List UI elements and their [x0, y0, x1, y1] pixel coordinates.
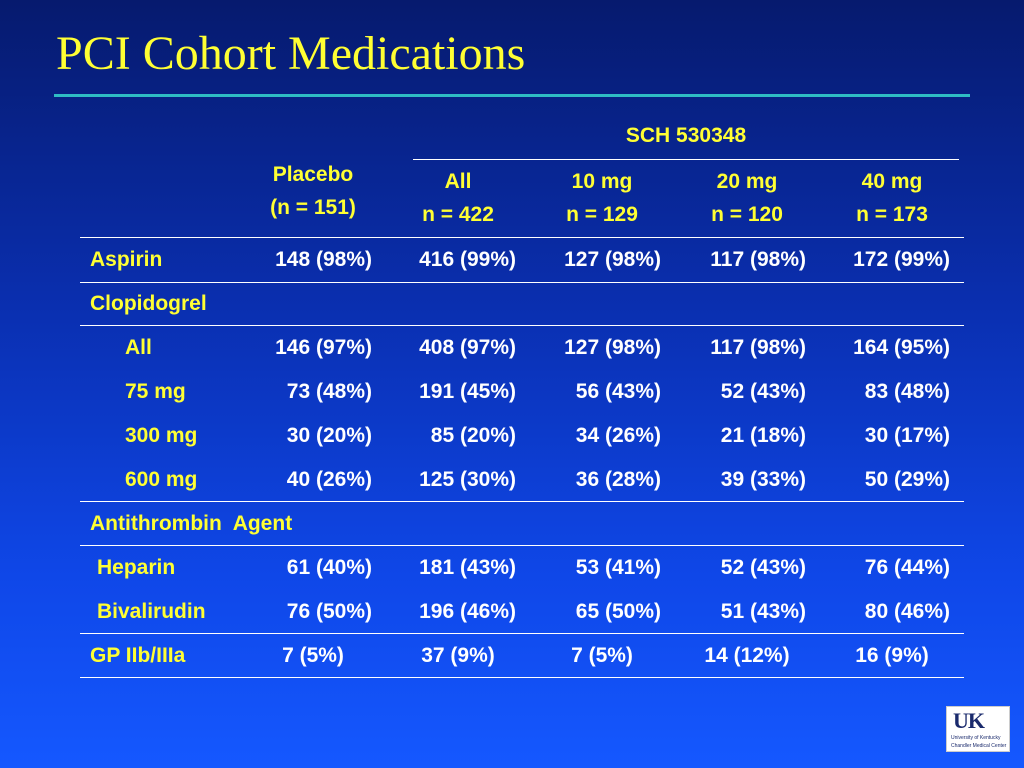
table-cell: 191 (45%)	[419, 380, 516, 403]
title-underline	[54, 94, 970, 97]
table-cell: 52 (43%)	[720, 556, 806, 579]
logo-line2: Chandler Medical Center	[951, 743, 1007, 749]
table-cell: 65 (50%)	[575, 600, 661, 623]
row-divider	[80, 633, 964, 634]
table-cell: 52 (43%)	[720, 380, 806, 403]
row-divider	[80, 325, 964, 326]
row-label: Aspirin	[90, 248, 163, 271]
table-cell: 40 (26%)	[286, 468, 372, 491]
table-cell: 30 (17%)	[864, 424, 950, 447]
row-divider	[80, 282, 964, 283]
table-cell: 76 (50%)	[286, 600, 372, 623]
table-cell: 34 (26%)	[575, 424, 661, 447]
table-bottom-rule	[80, 677, 964, 678]
row-label: Bivalirudin	[97, 600, 206, 623]
table-cell: 416 (99%)	[419, 248, 516, 271]
table-cell: 172 (99%)	[853, 248, 950, 271]
table-cell: 53 (41%)	[575, 556, 661, 579]
table-cell: 83 (48%)	[864, 380, 950, 403]
table-cell: 148 (98%)	[275, 248, 372, 271]
row-label: Heparin	[97, 556, 176, 579]
row-divider	[80, 545, 964, 546]
table-cell: 7 (5%)	[571, 644, 633, 667]
table-cell: 76 (44%)	[864, 556, 950, 579]
table-cell: 408 (97%)	[419, 336, 516, 359]
table-cell: 146 (97%)	[275, 336, 372, 359]
table-cell: 56 (43%)	[575, 380, 661, 403]
column-header-line1: 10 mg	[571, 170, 633, 193]
table-cell: 127 (98%)	[564, 336, 661, 359]
table-cell: 196 (46%)	[419, 600, 516, 623]
table-cell: 50 (29%)	[864, 468, 950, 491]
column-header-line2: n = 422	[422, 203, 494, 226]
logo-line1: University of Kentucky	[951, 735, 1001, 741]
table-cell: 21 (18%)	[720, 424, 806, 447]
table-cell: 37 (9%)	[421, 644, 495, 667]
table-cell: 7 (5%)	[282, 644, 344, 667]
column-header-line1: 40 mg	[861, 170, 923, 193]
table-cell: 127 (98%)	[564, 248, 661, 271]
table-cell: 117 (98%)	[710, 336, 806, 359]
table-cell: 125 (30%)	[419, 468, 516, 491]
sch-group-header: SCH 530348	[625, 124, 747, 147]
table-cell: 61 (40%)	[286, 556, 372, 579]
table-cell: 73 (48%)	[286, 380, 372, 403]
table-cell: 181 (43%)	[419, 556, 516, 579]
column-header-line1: 20 mg	[716, 170, 778, 193]
column-header-line2: (n = 151)	[270, 196, 356, 219]
sch-group-rule	[413, 159, 959, 160]
row-label: Clopidogrel	[90, 292, 207, 315]
column-header-line1: All	[444, 170, 472, 193]
row-label: All	[125, 336, 152, 359]
table-cell: 16 (9%)	[855, 644, 929, 667]
row-label: Antithrombin Agent	[90, 512, 293, 535]
table-cell: 30 (20%)	[286, 424, 372, 447]
table-cell: 36 (28%)	[575, 468, 661, 491]
table-cell: 14 (12%)	[704, 644, 790, 667]
table-cell: 39 (33%)	[720, 468, 806, 491]
row-divider	[80, 501, 964, 502]
row-label: GP IIb/IIIa	[90, 644, 186, 667]
table-cell: 85 (20%)	[430, 424, 516, 447]
table-cell: 80 (46%)	[864, 600, 950, 623]
table-cell: 164 (95%)	[853, 336, 950, 359]
row-label: 300 mg	[125, 424, 198, 447]
university-logo: UK University of Kentucky Chandler Medic…	[946, 706, 1010, 752]
column-header-line2: n = 129	[566, 203, 638, 226]
row-label: 600 mg	[125, 468, 198, 491]
table-cell: 117 (98%)	[710, 248, 806, 271]
column-header-line2: n = 120	[711, 203, 783, 226]
table-cell: 51 (43%)	[720, 600, 806, 623]
header-bottom-rule	[80, 237, 964, 238]
row-label: 75 mg	[125, 380, 186, 403]
column-header-line2: n = 173	[856, 203, 928, 226]
logo-mark: UK	[953, 708, 985, 733]
slide-title: PCI Cohort Medications	[56, 27, 526, 80]
column-header-line1: Placebo	[272, 163, 354, 186]
